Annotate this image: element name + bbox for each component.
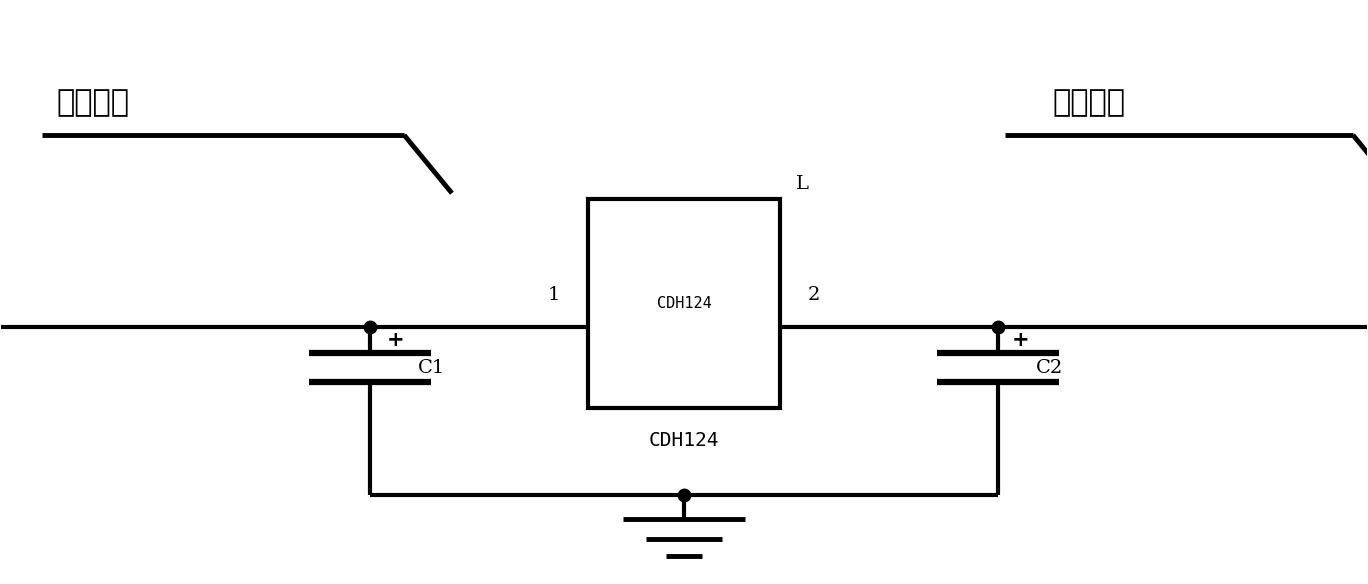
Text: +: + <box>1012 330 1029 350</box>
Text: 输出信号: 输出信号 <box>1052 89 1126 117</box>
Text: CDH124: CDH124 <box>648 431 720 450</box>
Text: 1: 1 <box>549 286 561 304</box>
Text: 输入信号: 输入信号 <box>56 89 129 117</box>
Bar <box>588 199 780 408</box>
Text: +: + <box>386 330 404 350</box>
Text: C1: C1 <box>417 359 445 377</box>
Text: L: L <box>796 175 808 193</box>
Text: CDH124: CDH124 <box>657 296 711 311</box>
Text: C2: C2 <box>1036 359 1063 377</box>
Text: 2: 2 <box>807 286 819 304</box>
